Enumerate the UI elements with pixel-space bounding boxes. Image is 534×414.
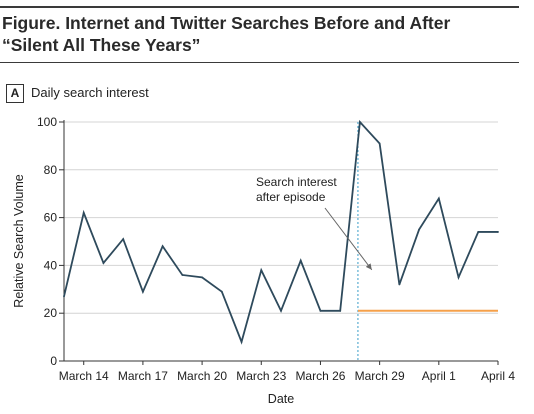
panel-letter-box: A [6,84,24,103]
series-point [102,262,105,264]
gridlines [64,121,498,314]
series-point [299,259,302,262]
series-point [201,276,203,279]
figure-title-line-1: Figure. Internet and Twitter Searches Be… [2,13,451,33]
x-tick-label: March 17 [118,369,168,383]
annotation-line-1: Search interest [256,175,337,189]
y-tick-label: 80 [44,163,58,177]
series-point [280,309,282,312]
series-point [82,211,85,214]
series-point [63,295,65,298]
series-point [359,121,361,123]
series-point [161,245,164,248]
x-tick-label: April 1 [422,369,456,383]
y-tick-label: 20 [44,306,58,320]
series-point [437,197,440,200]
search-interest-series-line [63,119,498,345]
figure-title-rule [0,62,519,63]
x-tick-label: March 29 [355,369,405,383]
series-point [418,228,420,231]
y-tick-label: 40 [44,258,58,272]
x-tick-label: March 23 [236,369,286,383]
x-axis-label: Date [268,392,294,406]
series-point [339,309,342,312]
figure-title-line-2: “Silent All These Years” [2,35,201,55]
x-tick-label: March 20 [177,369,227,383]
series-point [181,274,184,276]
series-point [477,231,480,233]
y-axis-ticks: 0 20 40 60 80 100 [37,115,64,368]
series-point [497,231,499,233]
series-point [457,276,460,279]
series-points [63,121,499,343]
series-point [319,309,322,312]
panel-title: Daily search interest [31,85,149,100]
series-point [240,340,243,343]
x-axis-ticks: March 14 March 17 March 20 March 23 March 26… [59,361,515,383]
figure-top-rule [0,6,519,8]
series-point [260,269,263,272]
y-tick-label: 60 [44,211,58,225]
series-point [122,238,125,241]
y-tick-label: 0 [50,354,57,368]
series-point [220,290,223,293]
annotation-arrow [324,207,373,271]
series-point [142,290,144,293]
annotation-line-2: after episode [256,190,326,204]
x-tick-label: March 26 [295,369,345,383]
x-tick-label: March 14 [59,369,109,383]
y-axis-label: Relative Search Volume [12,174,26,307]
figure-title: Figure. Internet and Twitter Searches Be… [2,12,517,56]
y-tick-label: 100 [37,115,57,129]
series-point [398,283,401,286]
x-tick-label: April 4 [481,369,515,383]
series-point [378,142,381,145]
